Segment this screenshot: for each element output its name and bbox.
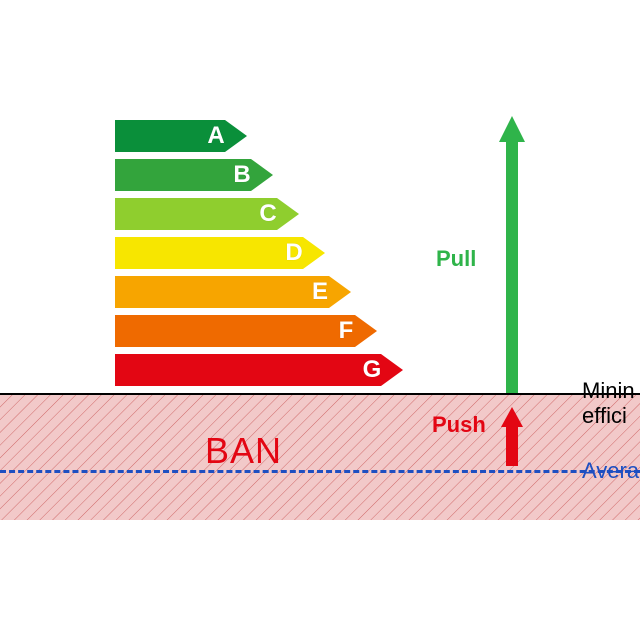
energy-bar-letter: B (227, 159, 257, 191)
energy-bar-shaft (115, 354, 381, 386)
minimum-label-line1: Minin (582, 378, 635, 403)
energy-bar-letter: E (305, 276, 335, 308)
energy-bar-letter: D (279, 237, 309, 269)
energy-bar-letter: C (253, 198, 283, 230)
ban-label: BAN (205, 430, 282, 472)
push-arrow-shaft (506, 427, 518, 466)
minimum-line (0, 393, 640, 395)
ban-hatch (0, 394, 640, 520)
push-label: Push (432, 412, 486, 438)
energy-bar-letter: G (357, 354, 387, 386)
pull-arrow-shaft (506, 142, 518, 393)
minimum-label: Minin effici (582, 378, 635, 429)
average-label: Avera (582, 458, 639, 484)
diagram-stage: BAN ABCDEFG Pull Push Minin effici Avera (0, 0, 640, 640)
pull-label: Pull (436, 246, 476, 272)
energy-bar-letter: F (331, 315, 361, 347)
energy-bar-shaft (115, 315, 355, 347)
energy-bar-letter: A (201, 120, 231, 152)
minimum-label-line2: effici (582, 403, 635, 428)
energy-bar-shaft (115, 276, 329, 308)
push-arrow-head (501, 407, 523, 427)
energy-bar-shaft (115, 237, 303, 269)
average-line (0, 470, 640, 473)
pull-arrow-head (499, 116, 525, 142)
ban-zone (0, 394, 640, 520)
